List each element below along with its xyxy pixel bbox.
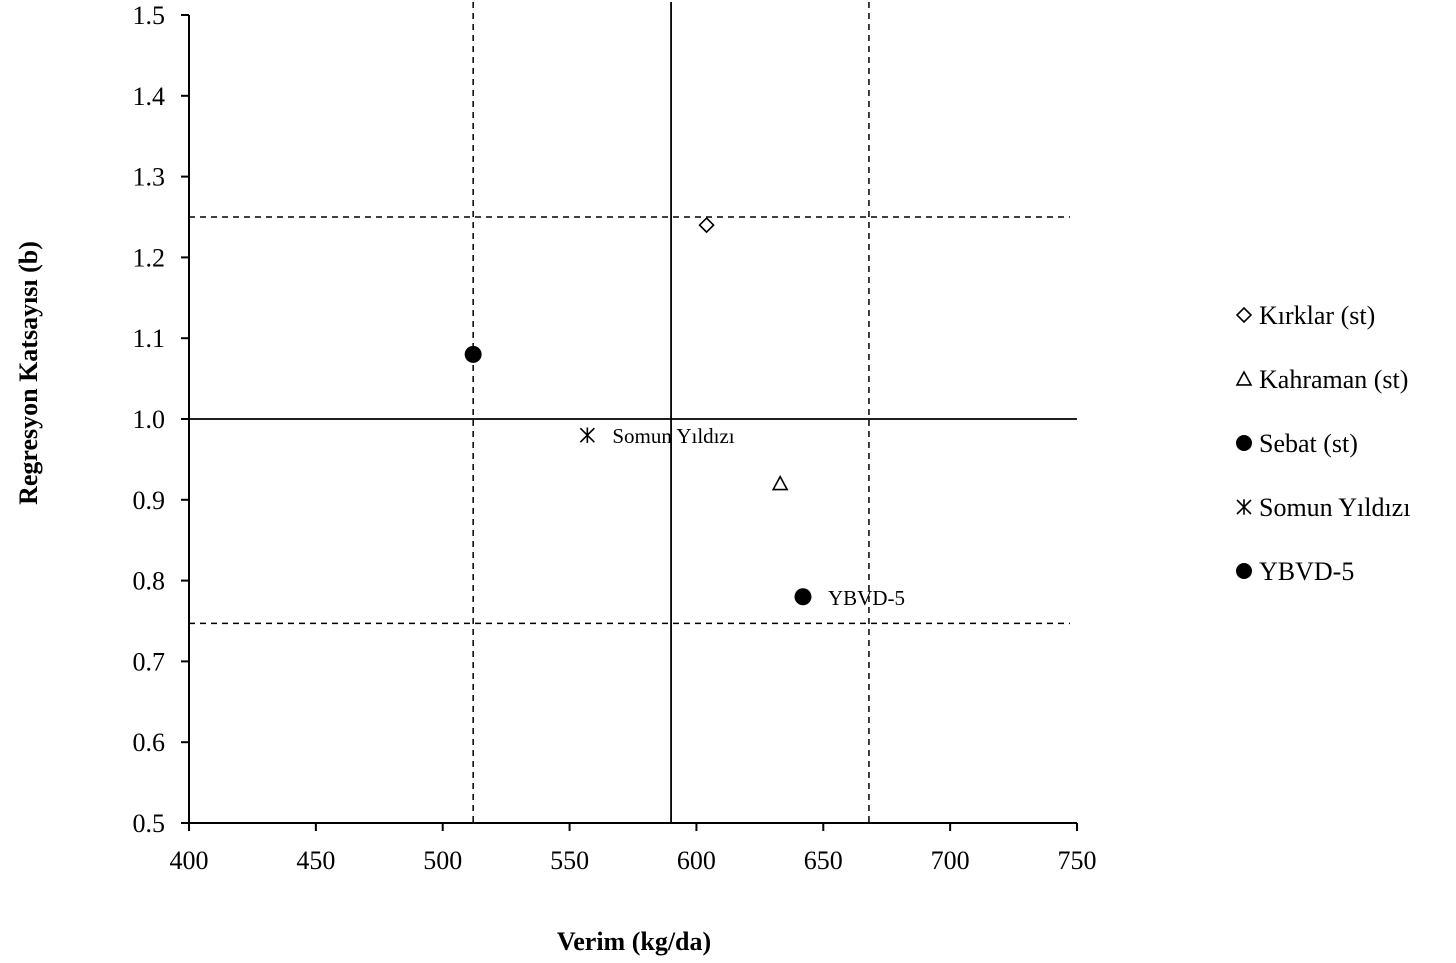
data-point xyxy=(794,588,812,606)
y-tick-label: 0.5 xyxy=(133,809,166,838)
x-tick-label: 650 xyxy=(804,846,843,875)
x-axis-title: Verim (kg/da) xyxy=(557,927,711,956)
x-tick-label: 450 xyxy=(296,846,335,875)
y-tick-label: 1.4 xyxy=(133,82,166,111)
reference-lines xyxy=(189,2,1077,823)
y-tick-label: 1.2 xyxy=(133,243,166,272)
y-tick-label: 0.6 xyxy=(133,728,166,757)
x-tick-label: 550 xyxy=(550,846,589,875)
x-axis-ticks: 400 450 500 550 600 650 700 750 xyxy=(170,823,1097,875)
data-point xyxy=(698,216,715,234)
legend-label: YBVD-5 xyxy=(1259,557,1354,586)
legend-label: Somun Yıldızı xyxy=(1259,493,1410,522)
x-tick-label: 700 xyxy=(931,846,970,875)
y-axis-title: Regresyon Katsayısı (b) xyxy=(14,241,43,505)
data-point xyxy=(771,474,789,491)
legend-marker xyxy=(1236,435,1252,451)
y-tick-label: 0.8 xyxy=(133,567,166,596)
y-axis-ticks: 0.5 0.6 0.7 0.8 0.9 1.0 1.1 1.2 1.3 1.4 1.5 xyxy=(133,1,189,838)
data-points: Somun Yıldızı YBVD-5 xyxy=(464,216,905,610)
point-label: YBVD-5 xyxy=(828,586,905,610)
y-tick-label: 1.0 xyxy=(133,405,166,434)
legend-marker xyxy=(1235,306,1253,324)
y-tick-label: 0.9 xyxy=(133,486,166,515)
x-tick-label: 400 xyxy=(170,846,209,875)
legend: Kırklar (st) Kahraman (st) Sebat (st) Somun… xyxy=(1235,301,1410,586)
y-tick-label: 1.3 xyxy=(133,163,166,192)
point-label: Somun Yıldızı xyxy=(612,424,734,448)
y-tick-label: 1.5 xyxy=(133,1,166,30)
data-point xyxy=(579,427,595,443)
data-point xyxy=(464,345,482,363)
y-tick-label: 1.1 xyxy=(133,324,166,353)
x-tick-label: 500 xyxy=(423,846,462,875)
legend-label: Sebat (st) xyxy=(1259,429,1358,458)
y-tick-label: 0.7 xyxy=(133,647,166,676)
legend-marker xyxy=(1236,499,1252,515)
legend-marker xyxy=(1236,563,1252,579)
legend-marker xyxy=(1235,370,1253,386)
x-tick-label: 600 xyxy=(677,846,716,875)
legend-label: Kırklar (st) xyxy=(1259,301,1375,330)
x-tick-label: 750 xyxy=(1058,846,1097,875)
legend-label: Kahraman (st) xyxy=(1259,365,1408,394)
